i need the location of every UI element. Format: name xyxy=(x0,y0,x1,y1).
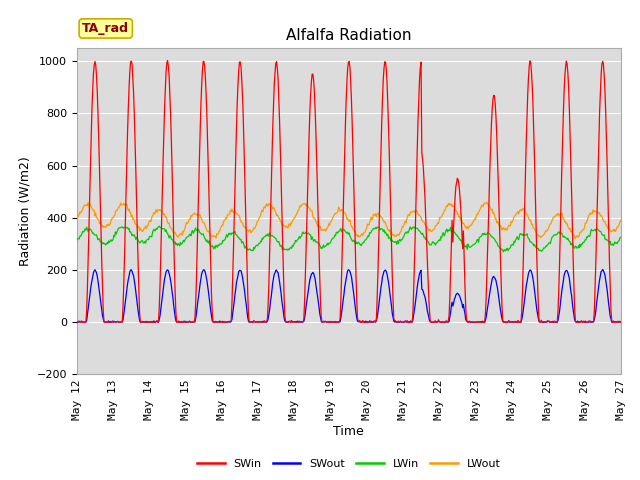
Y-axis label: Radiation (W/m2): Radiation (W/m2) xyxy=(18,156,31,266)
X-axis label: Time: Time xyxy=(333,425,364,438)
Legend: SWin, SWout, LWin, LWout: SWin, SWout, LWin, LWout xyxy=(193,455,505,473)
Title: Alfalfa Radiation: Alfalfa Radiation xyxy=(286,28,412,43)
Text: TA_rad: TA_rad xyxy=(82,22,129,35)
